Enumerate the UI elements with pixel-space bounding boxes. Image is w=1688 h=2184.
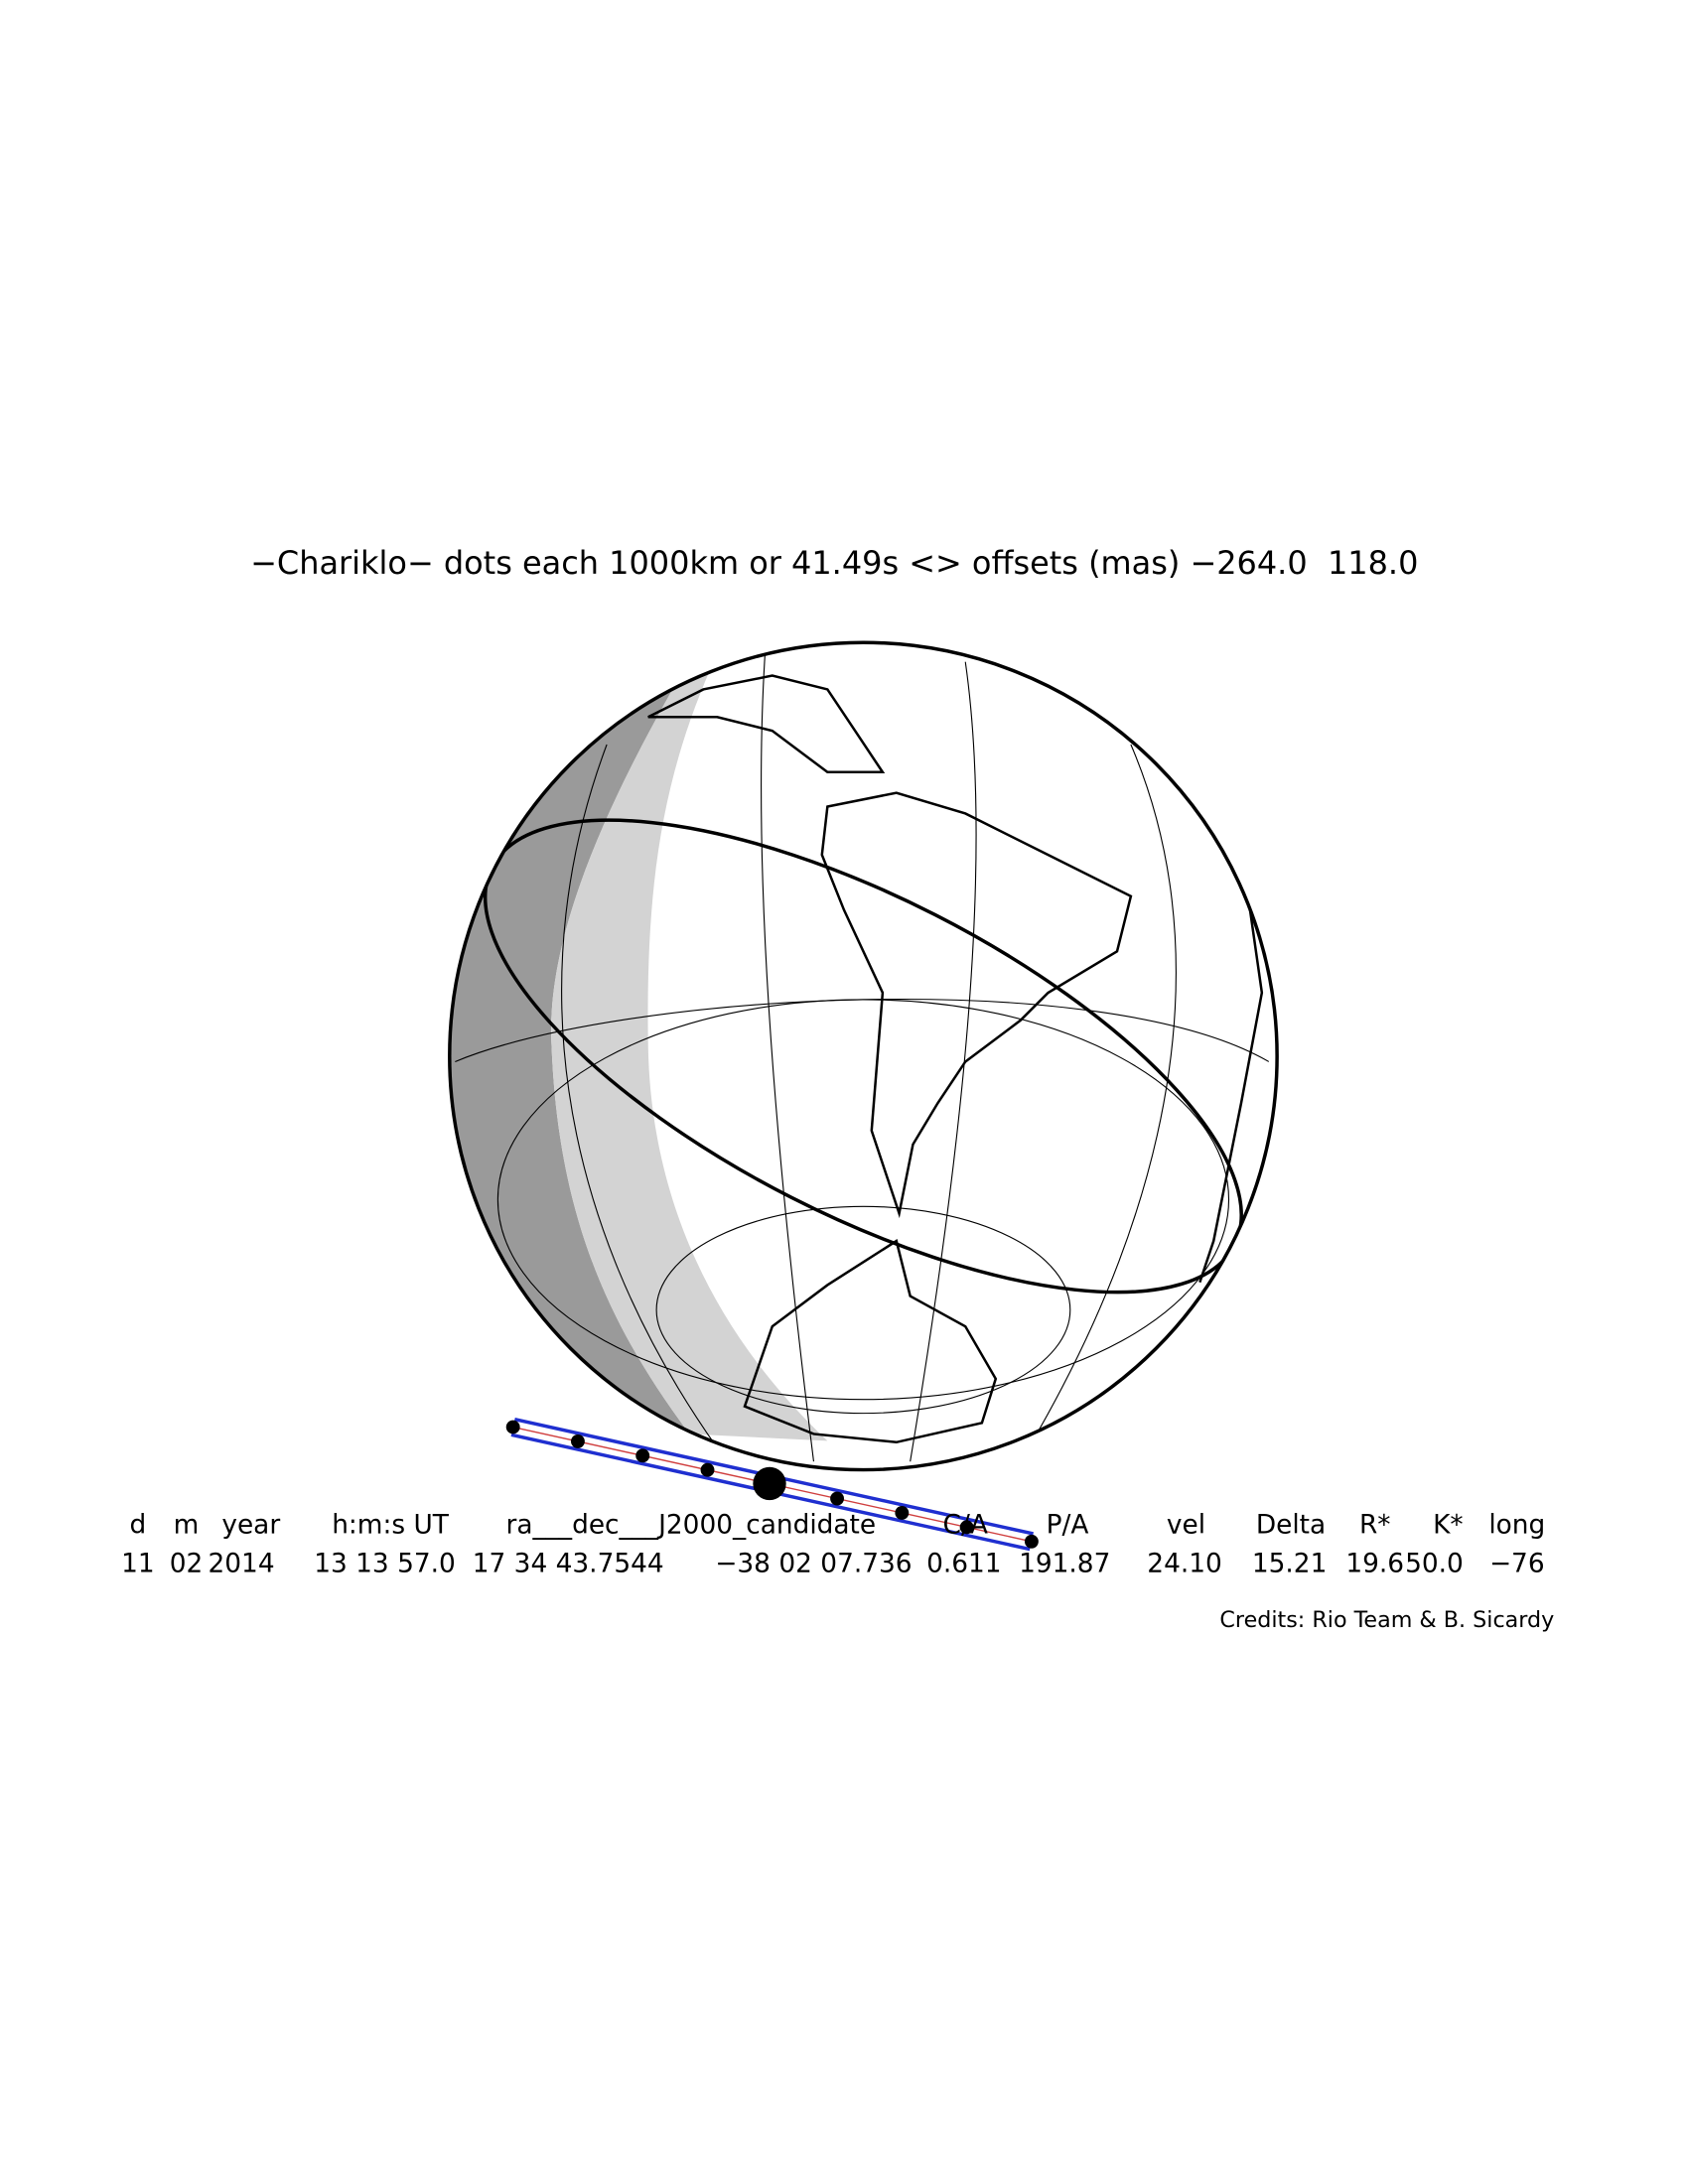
- table-value: 2014: [208, 1549, 274, 1578]
- credits: Credits: Rio Team & B. Sicardy: [1219, 1607, 1554, 1633]
- path-dot: [635, 1448, 650, 1463]
- globe-outline: [448, 640, 1279, 1472]
- table-value: −38 02 07.736: [715, 1549, 912, 1578]
- table-value: 15.21: [1252, 1549, 1328, 1578]
- figure: −Chariklo− dots each 1000km or 41.49s <>…: [121, 544, 1554, 1633]
- table-header: m: [174, 1510, 200, 1540]
- table-header: Delta: [1256, 1510, 1326, 1540]
- table-header: long: [1488, 1510, 1545, 1540]
- table-value: 17 34 43.7544: [473, 1549, 664, 1578]
- closest-approach-dot: [753, 1466, 786, 1501]
- graticule: [455, 647, 1270, 1462]
- data-table: d m year h:m:s UT ra___dec___J2000_candidate…: [121, 1510, 1545, 1578]
- title: −Chariklo− dots each 1000km or 41.49s <>…: [250, 544, 1418, 582]
- table-header: K*: [1433, 1510, 1463, 1540]
- table-header: C/A: [943, 1510, 988, 1540]
- table-header: h:m:s UT: [332, 1510, 450, 1540]
- shadow-path: [505, 1418, 1039, 1552]
- table-header: year: [221, 1510, 280, 1540]
- table-header: P/A: [1047, 1510, 1089, 1540]
- table-value: −76: [1489, 1549, 1545, 1578]
- path-dot: [1024, 1534, 1039, 1549]
- path-dot: [830, 1491, 845, 1506]
- table-header: vel: [1167, 1510, 1205, 1540]
- table-value: 50.0: [1405, 1549, 1464, 1578]
- path-dot: [505, 1420, 520, 1434]
- path-dot: [700, 1462, 715, 1477]
- path-dots: [505, 1420, 1039, 1549]
- table-value: 24.10: [1147, 1549, 1222, 1578]
- path-dot: [571, 1433, 585, 1448]
- twilight-zone: [551, 647, 828, 1441]
- table-header: R*: [1359, 1510, 1391, 1540]
- table-value: 191.87: [1019, 1549, 1110, 1578]
- table-value: 0.611: [926, 1549, 1002, 1578]
- path-dot: [959, 1520, 974, 1535]
- path-dot: [895, 1506, 910, 1520]
- table-value: 11: [121, 1549, 155, 1578]
- table-header: d: [130, 1510, 147, 1540]
- table-value: 13 13 57.0: [314, 1549, 456, 1578]
- table-value: 19.6: [1345, 1549, 1404, 1578]
- table-value: 02: [170, 1549, 204, 1578]
- table-header: ra___dec___J2000_candidate: [506, 1510, 877, 1540]
